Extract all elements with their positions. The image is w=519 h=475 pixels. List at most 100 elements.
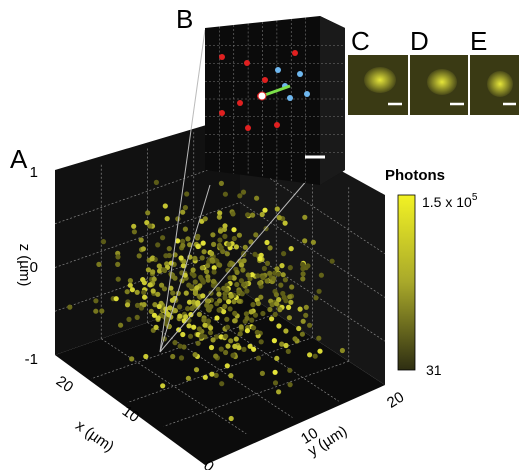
dot: [223, 295, 228, 300]
dot: [202, 323, 207, 328]
dot: [157, 263, 162, 268]
dot: [287, 368, 292, 373]
dot: [160, 235, 165, 240]
dot: [265, 261, 270, 266]
dot: [191, 273, 196, 278]
dot: [115, 254, 120, 259]
dot: [200, 255, 205, 260]
dot: [170, 290, 175, 295]
dot: [259, 339, 264, 344]
dot: [229, 293, 234, 298]
dot: [301, 319, 306, 324]
dot: [254, 196, 259, 201]
dot: [211, 242, 216, 247]
dot: [211, 279, 216, 284]
dot: [232, 344, 237, 349]
dot: [191, 267, 196, 272]
dot: [206, 278, 211, 283]
dot: [165, 216, 170, 221]
dot: [300, 276, 305, 281]
dot: [193, 352, 198, 357]
dot: [288, 382, 293, 387]
dot: [253, 232, 258, 237]
dot: [189, 284, 194, 289]
dot: [264, 240, 269, 245]
dot: [129, 356, 134, 361]
dot: [277, 215, 282, 220]
dot: [228, 306, 233, 311]
dot: [250, 213, 255, 218]
dot: [289, 246, 294, 251]
panel-images: [348, 55, 519, 115]
dot: [272, 338, 277, 343]
dot: [225, 251, 230, 256]
dot: [219, 181, 224, 186]
dot: [211, 337, 216, 342]
dot: [243, 245, 248, 250]
dot: [221, 286, 226, 291]
dot: [193, 291, 198, 296]
dot: [197, 312, 202, 317]
dot: [150, 256, 155, 261]
dot: [184, 291, 189, 296]
dot: [271, 276, 276, 281]
dot: [262, 266, 267, 271]
dot: [302, 238, 307, 243]
dot: [157, 304, 162, 309]
dot: [260, 275, 265, 280]
dot: [239, 262, 244, 267]
dot: [213, 354, 218, 359]
dot: [317, 349, 322, 354]
dot: [135, 315, 140, 320]
dot: [114, 296, 119, 301]
z-tick-label: 1: [30, 164, 38, 181]
dot: [222, 223, 227, 228]
dot: [235, 270, 240, 275]
dot: [238, 331, 243, 336]
dot: [178, 344, 183, 349]
dot: [340, 348, 345, 353]
dot: [225, 363, 230, 368]
dot: [217, 298, 222, 303]
dot: [273, 370, 278, 375]
dot: [150, 269, 155, 274]
dot: [304, 305, 309, 310]
dot: [267, 307, 272, 312]
dot: [269, 316, 274, 321]
z-tick-label: 0: [30, 259, 38, 276]
dot: [101, 239, 106, 244]
dot: [229, 416, 234, 421]
dot: [116, 277, 121, 282]
dot: [177, 314, 182, 319]
dot: [141, 246, 146, 251]
dot: [219, 381, 224, 386]
dot: [186, 323, 191, 328]
dot: [161, 267, 166, 272]
dot: [173, 308, 178, 313]
dot: [139, 237, 144, 242]
dot: [288, 265, 293, 270]
dot: [255, 273, 260, 278]
dot: [232, 236, 237, 241]
dot: [152, 313, 157, 318]
dot: [311, 240, 316, 245]
dot: [287, 294, 292, 299]
dot: [193, 279, 198, 284]
dot: [226, 242, 231, 247]
dot: [172, 340, 177, 345]
colorbar: [398, 195, 415, 370]
dot: [302, 215, 307, 220]
dot: [141, 290, 146, 295]
dot: [159, 283, 164, 288]
dot: [184, 191, 189, 196]
dot: [203, 375, 208, 380]
y-tick-label: 20: [384, 389, 407, 412]
dot: [180, 332, 185, 337]
dot: [196, 341, 201, 346]
dot: [231, 227, 236, 232]
dot: [283, 221, 288, 226]
dot: [132, 229, 137, 234]
dot: [199, 333, 204, 338]
dot: [167, 253, 172, 258]
dot: [160, 383, 165, 388]
